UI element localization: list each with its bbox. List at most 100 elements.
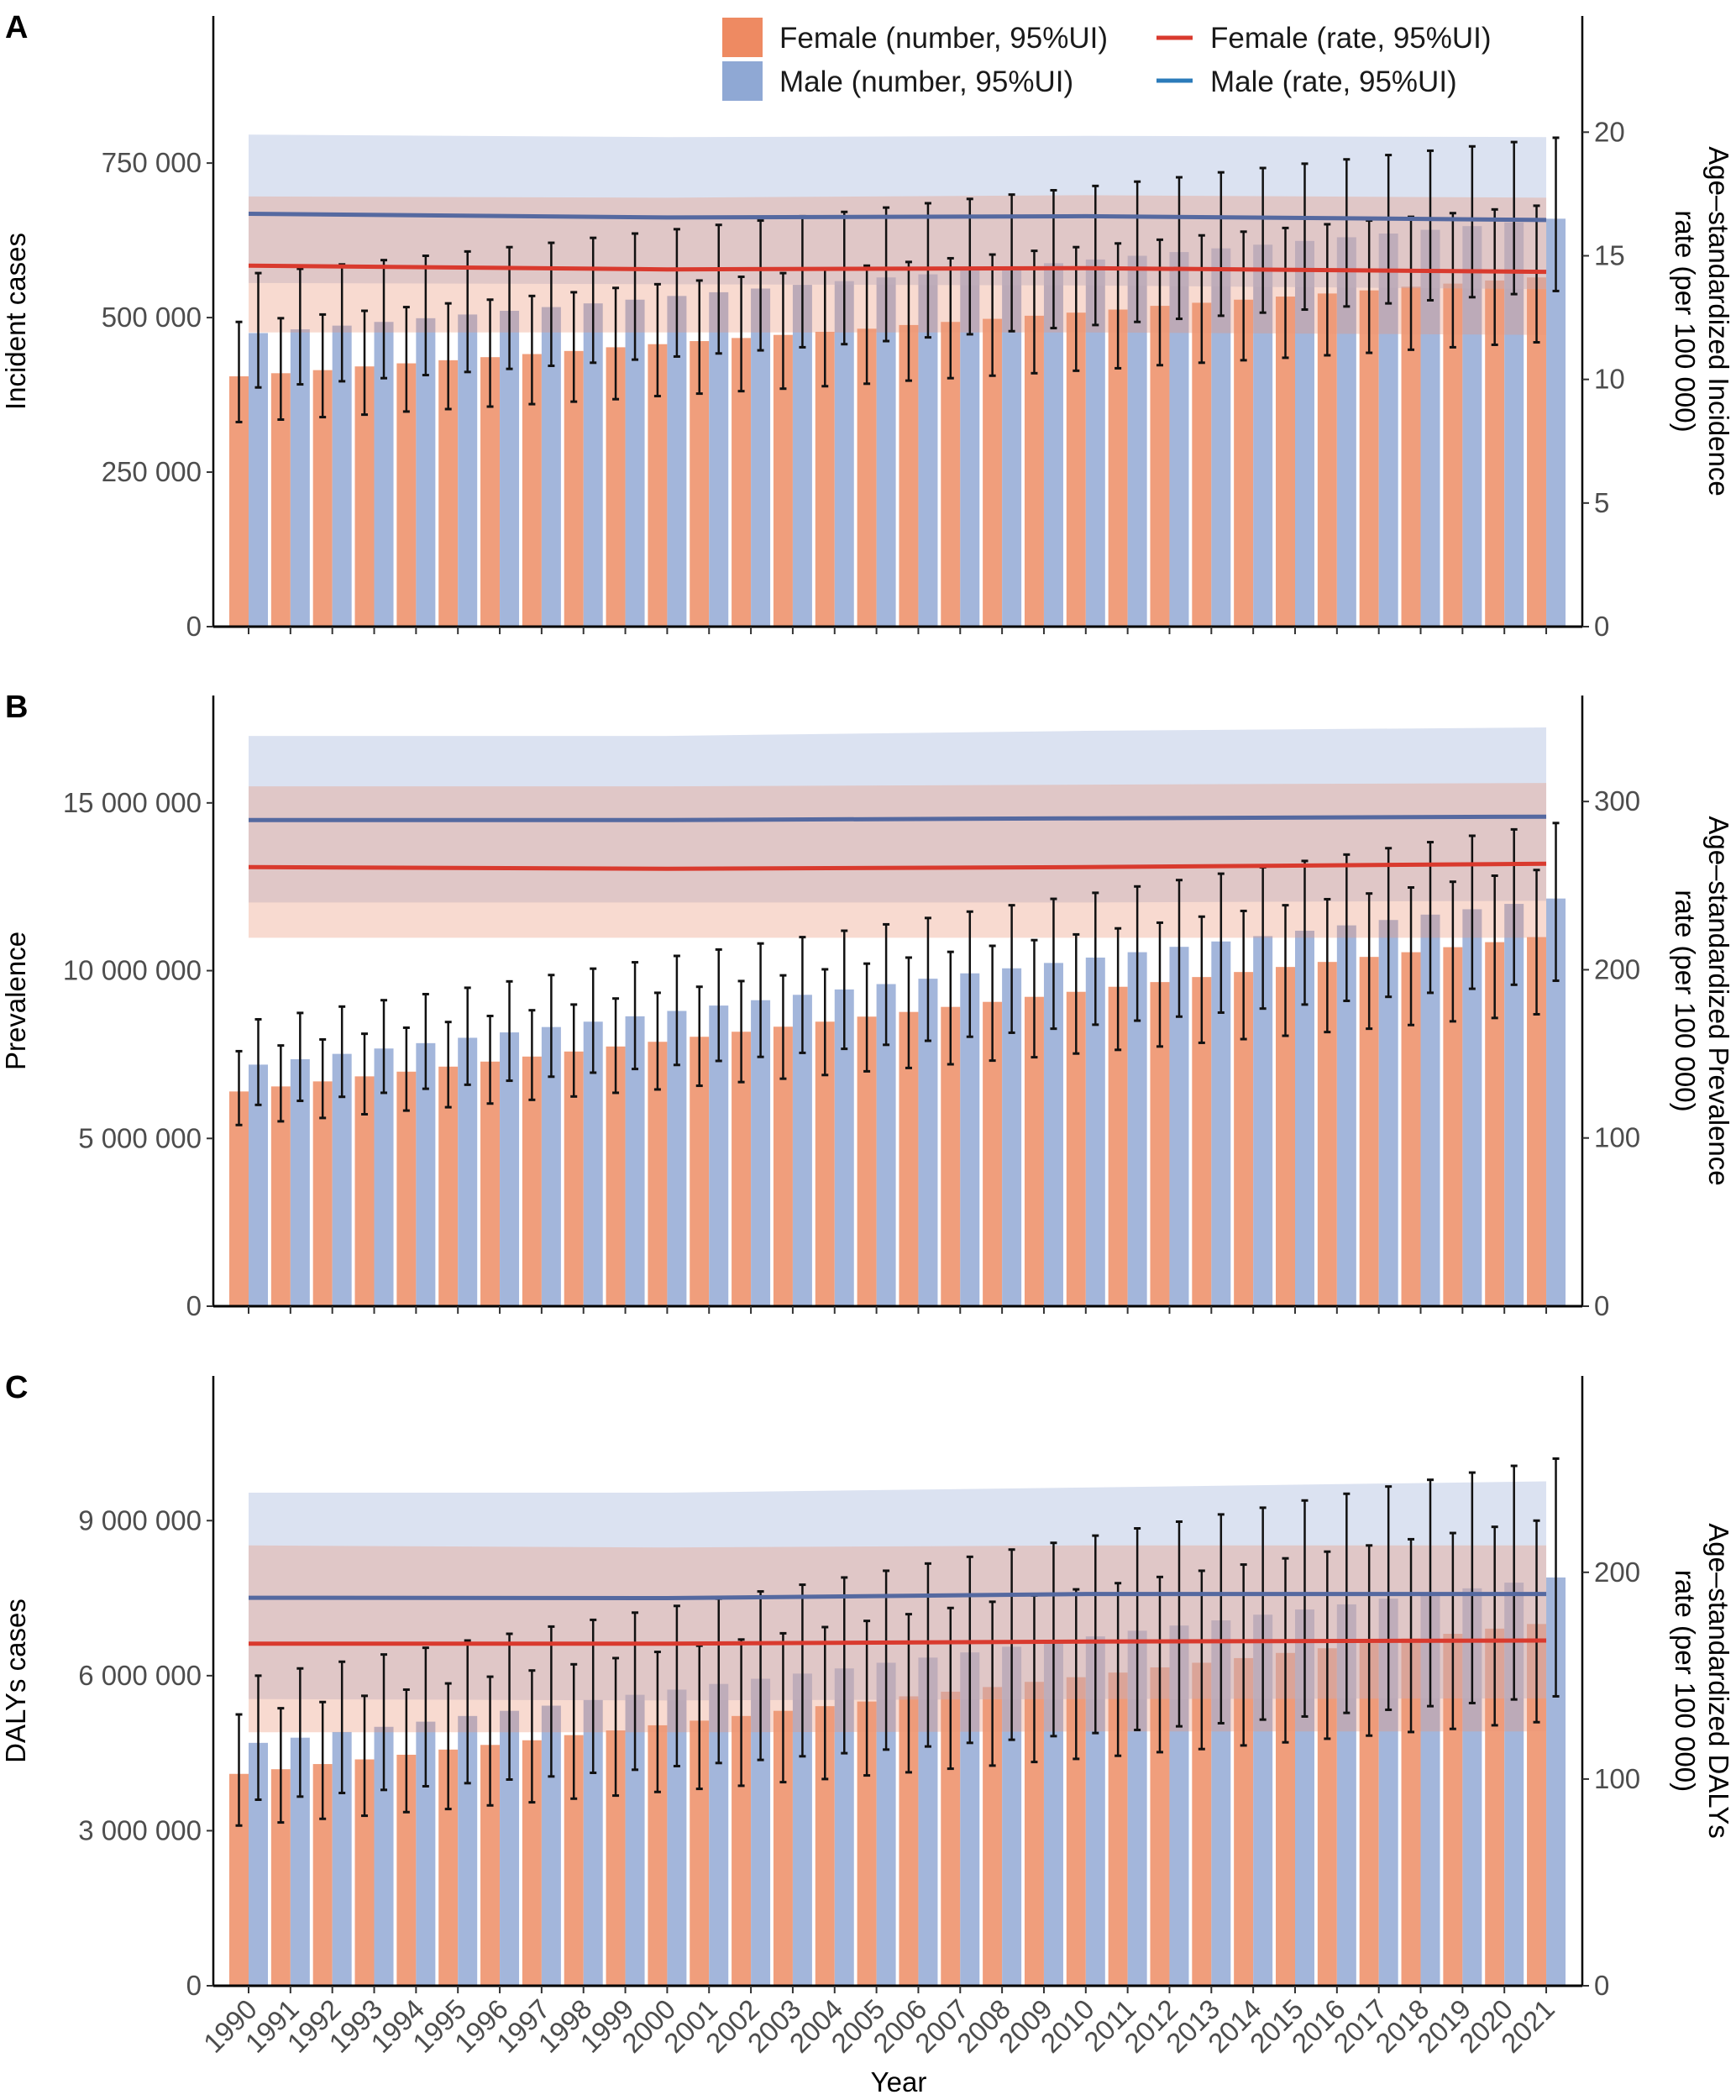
male-number-bar <box>290 1059 310 1306</box>
female-number-bar <box>229 375 249 627</box>
y-axis-title: Incident cases <box>0 233 31 410</box>
female-number-bar <box>941 1691 961 1986</box>
y2-tick-label: 20 <box>1594 116 1625 147</box>
y2-tick-label: 0 <box>1594 611 1609 642</box>
male-number-bar <box>1504 222 1524 627</box>
y2-tick-label: 100 <box>1594 1763 1640 1794</box>
female-number-bar <box>1192 1662 1212 1986</box>
female-number-bar <box>1192 977 1212 1306</box>
y2-tick-label: 300 <box>1594 785 1640 816</box>
female-number-bar <box>1234 1657 1254 1986</box>
y-tick-label: 9 000 000 <box>78 1504 202 1536</box>
legend: Female (number, 95%UI) Male (number, 95%… <box>722 18 1492 101</box>
female-number-bar <box>983 318 1003 627</box>
male-number-bar <box>458 314 478 627</box>
legend-male-rate-label: Male (rate, 95%UI) <box>1210 66 1457 98</box>
male-rate-line <box>248 1592 1547 1601</box>
male-number-bar <box>1546 898 1566 1306</box>
male-number-bar <box>1127 255 1147 627</box>
female-number-bar <box>1317 293 1337 627</box>
male-number-bar <box>1127 952 1147 1306</box>
female-number-bar <box>1276 1652 1295 1986</box>
male-number-bar <box>1546 218 1566 627</box>
male-number-bar <box>1378 1599 1398 1986</box>
male-number-bar <box>374 1048 394 1306</box>
male-number-bar <box>1211 1620 1231 1986</box>
y2-axis-title-line: rate (per 100 000) <box>1670 1570 1701 1792</box>
female-number-bar <box>815 332 835 627</box>
female-number-bar <box>857 328 877 627</box>
male-number-bar <box>667 1689 687 1986</box>
female-number-bar <box>857 1016 877 1306</box>
y2-axis-title-line: Age–standardized DALYs <box>1703 1523 1734 1838</box>
female-number-bar <box>270 1086 291 1306</box>
female-number-bar <box>1401 1638 1421 1986</box>
legend-male-number-swatch <box>722 61 763 101</box>
female-number-bar <box>1527 937 1547 1306</box>
male-number-bar <box>876 984 896 1306</box>
female-number-bar <box>1276 297 1295 627</box>
male-number-bar <box>332 1731 352 1986</box>
male-number-bar <box>1504 1583 1524 1986</box>
female-number-bar <box>1192 302 1212 627</box>
female-number-bar <box>354 366 375 627</box>
male-number-bar <box>541 1705 561 1986</box>
y-tick-label: 0 <box>186 611 202 642</box>
female-number-bar <box>1150 1667 1170 1986</box>
male-number-bar <box>1169 252 1189 627</box>
male-number-bar <box>876 277 896 627</box>
female-number-bar <box>690 1037 710 1306</box>
male-number-bar <box>1336 1604 1356 1986</box>
female-number-bar <box>1066 312 1086 627</box>
y2-tick-label: 200 <box>1594 953 1640 984</box>
female-rate-line <box>249 1638 1547 1646</box>
male-number-bar <box>374 1726 394 1986</box>
male-number-bar <box>667 1011 687 1306</box>
female-rate-ui-band <box>249 783 1547 938</box>
male-number-bar <box>625 299 645 627</box>
male-number-bar <box>541 1026 561 1306</box>
y-axis-title: DALYs cases <box>0 1599 31 1763</box>
female-number-bar <box>396 363 417 627</box>
male-number-bar <box>918 274 938 627</box>
y-tick-label: 250 000 <box>102 456 202 487</box>
female-number-bar <box>1024 1682 1044 1986</box>
male-number-bar <box>374 322 394 627</box>
female-number-bar <box>1359 957 1379 1306</box>
female-number-bar <box>899 324 919 627</box>
female-number-bar <box>1485 280 1505 627</box>
male-number-bar <box>1295 240 1314 627</box>
female-number-bar <box>1066 991 1086 1306</box>
female-number-bar <box>1443 283 1463 627</box>
male-number-bar <box>583 303 603 627</box>
female-number-bar <box>1108 309 1128 627</box>
female-number-bar <box>229 1091 249 1306</box>
male-number-bar <box>1420 1593 1440 1986</box>
male-number-bar <box>458 1037 478 1306</box>
female-number-bar <box>732 1032 752 1306</box>
y-tick-label: 15 000 000 <box>63 787 202 818</box>
male-number-bar <box>792 995 812 1306</box>
male-number-bar <box>1462 909 1482 1306</box>
male-number-bar <box>1211 941 1231 1306</box>
male-number-bar <box>332 1053 352 1306</box>
female-number-bar <box>1401 952 1421 1306</box>
female-number-bar <box>480 357 501 627</box>
female-number-bar <box>1485 1628 1505 1986</box>
y2-tick-label: 0 <box>1594 1290 1609 1321</box>
female-number-bar <box>564 1051 584 1306</box>
male-number-bar <box>1546 1577 1566 1986</box>
female-number-bar <box>396 1754 417 1986</box>
female-rate-line <box>248 861 1547 871</box>
panel-label: B <box>5 690 28 725</box>
panel-label: A <box>5 10 28 45</box>
female-number-bar <box>1024 315 1044 627</box>
male-number-bar <box>416 1721 436 1986</box>
male-number-bar <box>1462 1588 1482 1986</box>
male-number-bar <box>416 1042 436 1306</box>
panel-a: 0 250 000 500 000 750 000 0 5 10 15 20 Incident c… <box>0 10 1734 642</box>
legend-female-number-label: Female (number, 95%UI) <box>779 22 1108 55</box>
female-number-bar <box>1485 942 1505 1306</box>
panel-b: 0 5 000 000 10 000 000 15 000 000 0 100 200 300… <box>0 690 1734 1321</box>
male-number-bar <box>500 310 520 627</box>
